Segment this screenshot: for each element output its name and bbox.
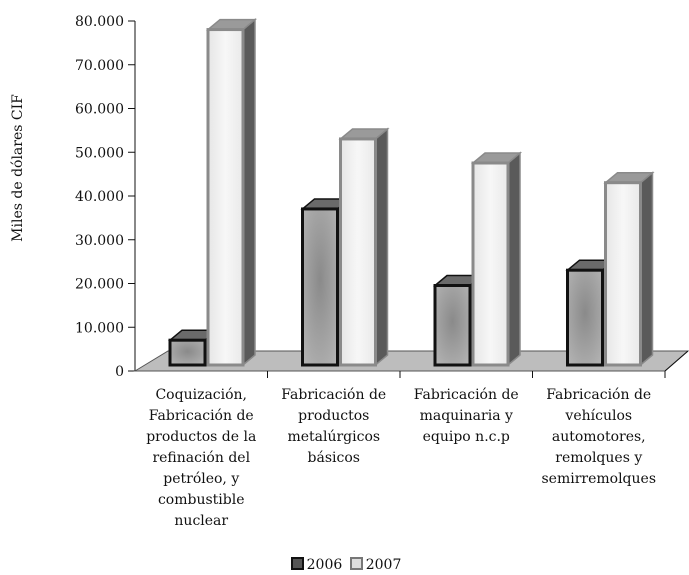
x-category-label: Fabricación de productos metalúrgicos básic…	[269, 385, 399, 469]
x-category-label-line: Fabricación de	[413, 387, 519, 403]
bar-2007-1	[205, 17, 258, 367]
bar-front	[339, 137, 377, 367]
x-category-label-line: maquinaria y	[419, 408, 513, 424]
x-category-label-line: refinación del	[152, 450, 251, 466]
legend-label-2006: 2006	[306, 557, 343, 573]
y-tick-label: 50.000	[75, 145, 124, 161]
legend: 2006 2007	[0, 557, 689, 573]
x-category-label: Fabricación de vehículos automotores, remol…	[534, 385, 664, 490]
y-tick-label: 70.000	[75, 58, 124, 74]
x-category-label-line: Fabricación de	[546, 387, 652, 403]
x-category-label-line: Coquización,	[155, 387, 248, 403]
floor-edge	[664, 350, 689, 372]
x-category-label-line: básicos	[307, 450, 360, 466]
x-category-label-line: automotores,	[551, 429, 646, 445]
x-category-label-line: vehículos	[565, 408, 633, 424]
x-category-label-line: semirremolques	[541, 471, 657, 487]
x-category-label-line: productos de la	[146, 429, 257, 445]
y-tick-label: 30.000	[75, 233, 124, 249]
x-category-label-line: equipo n.c.p	[422, 429, 510, 445]
y-tick-label: 80.000	[75, 14, 124, 30]
bar-2007-4	[603, 171, 655, 367]
bar-2007-3	[470, 151, 523, 367]
bar-front	[566, 268, 604, 367]
x-category-label: Fabricación de maquinaria y equipo n.c.p	[401, 385, 531, 448]
bar-2007-2	[338, 127, 390, 367]
bar-front	[471, 161, 510, 367]
y-tick-label: 10.000	[75, 320, 124, 336]
y-tick-label: 60.000	[75, 102, 124, 118]
bar-front	[168, 338, 207, 367]
y-tick-label: 40.000	[75, 189, 124, 205]
y-tick-label: 0	[115, 364, 124, 380]
legend-label-2007: 2007	[365, 557, 402, 573]
y-tick-label: 20.000	[75, 277, 124, 293]
bar-front	[206, 28, 245, 367]
bar-front	[433, 284, 472, 367]
x-category-label-line: productos	[298, 408, 370, 424]
x-category-label-line: nuclear	[174, 513, 229, 529]
bar-side	[242, 17, 256, 367]
x-category-label-line: remolques y	[555, 450, 643, 466]
bar-front	[604, 181, 642, 367]
x-category-label-line: petróleo, y	[163, 471, 240, 487]
x-category-label-line: metalúrgicos	[287, 429, 381, 445]
bar-front	[301, 207, 339, 367]
x-category-label-line: Fabricación de	[148, 408, 254, 424]
bar-side	[507, 151, 521, 367]
legend-swatch-2006	[290, 557, 304, 570]
x-category-label-line: combustible	[157, 492, 245, 508]
x-category-label: Coquización, Fabricación de productos de l…	[136, 385, 266, 532]
bar-side	[374, 127, 389, 367]
legend-swatch-2007	[349, 557, 363, 570]
y-axis-label: Miles de dólares CIF	[10, 94, 26, 242]
bar-side	[639, 171, 654, 367]
x-category-label-line: Fabricación de	[281, 387, 387, 403]
